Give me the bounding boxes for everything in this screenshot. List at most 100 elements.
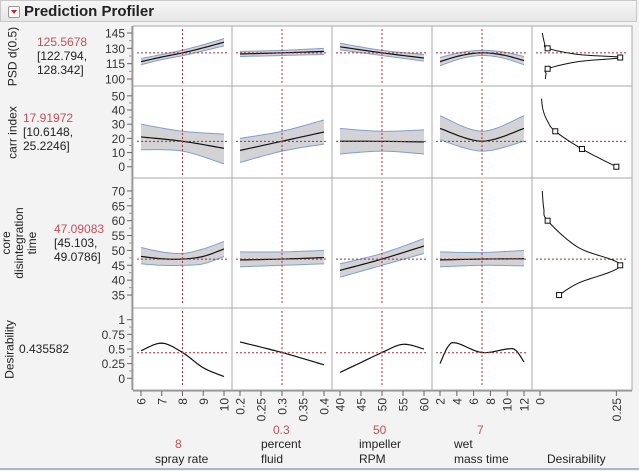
profile-cell (531, 25, 633, 87)
x-tick-label: 0.35 (297, 398, 311, 422)
y-tick-label: 70 (112, 184, 126, 198)
ci-lower-line (239, 53, 325, 58)
factor-current-wet-mass[interactable]: 7 (477, 423, 484, 437)
x-tick-label: 6 (467, 398, 481, 405)
profiler-header: Prediction Profiler (0, 0, 637, 22)
desirability-handle (617, 54, 624, 61)
desirability-handle (579, 146, 585, 153)
y-tick-label: 40 (112, 104, 126, 118)
profile-cell (531, 307, 633, 391)
ci-upper-line (239, 249, 325, 253)
factor-name-impeller-1: impeller (359, 437, 402, 451)
y-tick-label: 100 (105, 73, 125, 87)
response-value-carr: 17.91972 (23, 111, 74, 125)
ci-lower-line (439, 54, 525, 67)
desirability-handle (617, 262, 624, 269)
x-tick-label: 0.2 (234, 398, 248, 415)
y-tick-label: 30 (112, 118, 126, 132)
y-tick-label: 40 (112, 274, 126, 288)
ci-upper-line (239, 119, 325, 139)
desirability-value: 0.435582 (19, 342, 70, 356)
desirability-handle (613, 163, 620, 170)
ci-lower-line (439, 139, 525, 152)
response-ci-core-low: [45.103, (54, 236, 98, 250)
response-ci-core-high: 49.0786] (54, 250, 101, 264)
response-ci-psd-high: 128.342] (37, 63, 84, 77)
factor-name-wet-mass-2: mass time (454, 452, 509, 466)
x-tick-label: 7 (155, 398, 169, 405)
red-triangle-dropdown-icon[interactable] (8, 6, 20, 18)
desirability-handle (556, 292, 563, 299)
desirability-axis-label: Desirability (547, 452, 606, 466)
x-tick-label: 0.25 (255, 398, 269, 422)
y-tick-label: 1 (118, 313, 125, 327)
y-tick-label: 0 (118, 160, 125, 174)
x-tick-label: 12 (518, 398, 532, 412)
factor-current-spray-rate[interactable]: 8 (175, 437, 182, 451)
x-tick-label: 55 (397, 398, 411, 412)
y-tick-label: 20 (112, 132, 126, 146)
factor-name-percent-fluid-2: fluid (261, 452, 284, 466)
y-tick-label: 60 (112, 214, 126, 228)
y-tick-label: 45 (112, 259, 126, 273)
ci-lower-line (339, 49, 425, 62)
x-tick-label: 10 (501, 398, 515, 412)
x-tick-label: 0.3 (276, 398, 290, 415)
y-tick-label: 55 (112, 229, 126, 243)
confidence-band (340, 43, 424, 62)
x-tick-label: 8 (176, 398, 190, 405)
y-tick-label: 0.5 (108, 343, 125, 357)
ci-upper-line (140, 123, 225, 135)
y-tick-label: 65 (112, 199, 126, 213)
y-tick-label: 50 (112, 244, 126, 258)
desirability-handle (552, 128, 559, 135)
y-tick-label: 0 (118, 372, 125, 386)
response-value-core: 47.09083 (54, 222, 105, 236)
window-border (0, 468, 639, 470)
ci-lower-line (140, 149, 225, 165)
y-tick-label: 0.75 (102, 328, 126, 342)
factor-name-impeller-2: RPM (359, 452, 386, 466)
x-tick-label: 4 (450, 398, 464, 405)
factor-current-impeller[interactable]: 50 (373, 423, 387, 437)
desirability-handle (544, 217, 551, 224)
response-ci-carr-high: 25.2246] (23, 139, 70, 153)
factor-name-spray-rate: spray rate (155, 452, 209, 466)
profiler-title: Prediction Profiler (24, 3, 155, 20)
desirability-function-curve (541, 98, 617, 168)
ci-upper-line (439, 249, 525, 254)
profile-cell (531, 85, 633, 179)
x-tick-label: 45 (355, 398, 369, 412)
confidence-band (440, 50, 524, 66)
y-tick-label: 145 (105, 27, 125, 41)
x-tick-label: 0.25 (610, 398, 624, 422)
y-tick-label: 115 (106, 57, 125, 71)
factor-name-wet-mass-1: wet (454, 437, 473, 451)
x-tick-label: 9 (197, 398, 211, 405)
x-tick-label: 6 (135, 398, 149, 405)
x-tick-label: 0 (534, 398, 548, 405)
x-tick-label: 8 (484, 398, 498, 405)
ci-upper-line (339, 127, 425, 132)
response-ci-psd-low: [122.794, (37, 49, 88, 63)
response-ci-carr-low: [10.6148, (23, 125, 74, 139)
ci-lower-line (140, 45, 225, 66)
x-tick-label: 50 (376, 398, 390, 412)
ci-lower-line (339, 150, 425, 155)
factor-current-percent-fluid[interactable]: 0.3 (273, 423, 290, 437)
desirability-handle (544, 45, 551, 52)
x-tick-label: 40 (334, 398, 348, 412)
y-tick-label: 50 (112, 89, 126, 103)
x-tick-label: 60 (418, 398, 432, 412)
x-tick-label: 0.4 (318, 398, 332, 415)
desirability-function-curve (541, 190, 621, 296)
profile-cell (531, 177, 633, 309)
ci-upper-line (439, 115, 525, 132)
x-tick-label: 2 (434, 398, 448, 405)
response-value-psd: 125.5678 (37, 35, 88, 49)
factor-name-percent-fluid-1: percent (261, 437, 302, 451)
y-tick-label: 10 (112, 146, 126, 160)
y-tick-label: 35 (112, 289, 126, 303)
confidence-band (141, 124, 224, 164)
